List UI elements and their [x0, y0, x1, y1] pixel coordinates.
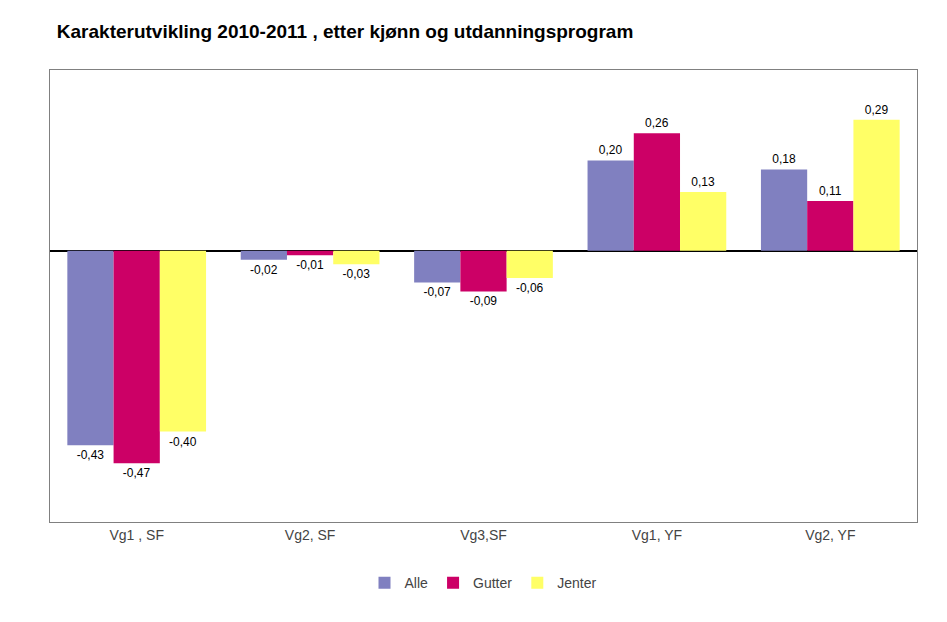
- svg-text:Jenter: Jenter: [557, 575, 596, 591]
- svg-text:Vg3,SF: Vg3,SF: [460, 527, 507, 543]
- svg-text:Vg2, YF: Vg2, YF: [805, 527, 855, 543]
- svg-text:Alle: Alle: [405, 575, 429, 591]
- svg-text:Vg1 , SF: Vg1 , SF: [109, 527, 163, 543]
- svg-text:0,26: 0,26: [645, 116, 669, 130]
- svg-text:0,29: 0,29: [865, 103, 889, 117]
- svg-text:0,20: 0,20: [599, 143, 623, 157]
- svg-text:-0,40: -0,40: [169, 435, 197, 449]
- svg-text:-0,43: -0,43: [77, 448, 105, 462]
- svg-text:-0,06: -0,06: [516, 281, 544, 295]
- svg-text:Vg2, SF: Vg2, SF: [285, 527, 336, 543]
- svg-text:-0,09: -0,09: [470, 294, 498, 308]
- svg-text:0,11: 0,11: [819, 184, 842, 198]
- svg-text:0,18: 0,18: [772, 152, 796, 166]
- svg-text:-0,03: -0,03: [343, 267, 371, 281]
- svg-text:Vg1, YF: Vg1, YF: [632, 527, 682, 543]
- svg-text:-0,47: -0,47: [123, 466, 151, 480]
- svg-text:Gutter: Gutter: [473, 575, 512, 591]
- svg-text:-0,07: -0,07: [423, 285, 451, 299]
- svg-text:0,13: 0,13: [691, 175, 715, 189]
- svg-text:-0,01: -0,01: [296, 258, 324, 272]
- svg-text:-0,02: -0,02: [250, 263, 278, 277]
- svg-text:Karakterutvikling 2010-2011 ,: Karakterutvikling 2010-2011 , etter kjøn…: [57, 21, 634, 42]
